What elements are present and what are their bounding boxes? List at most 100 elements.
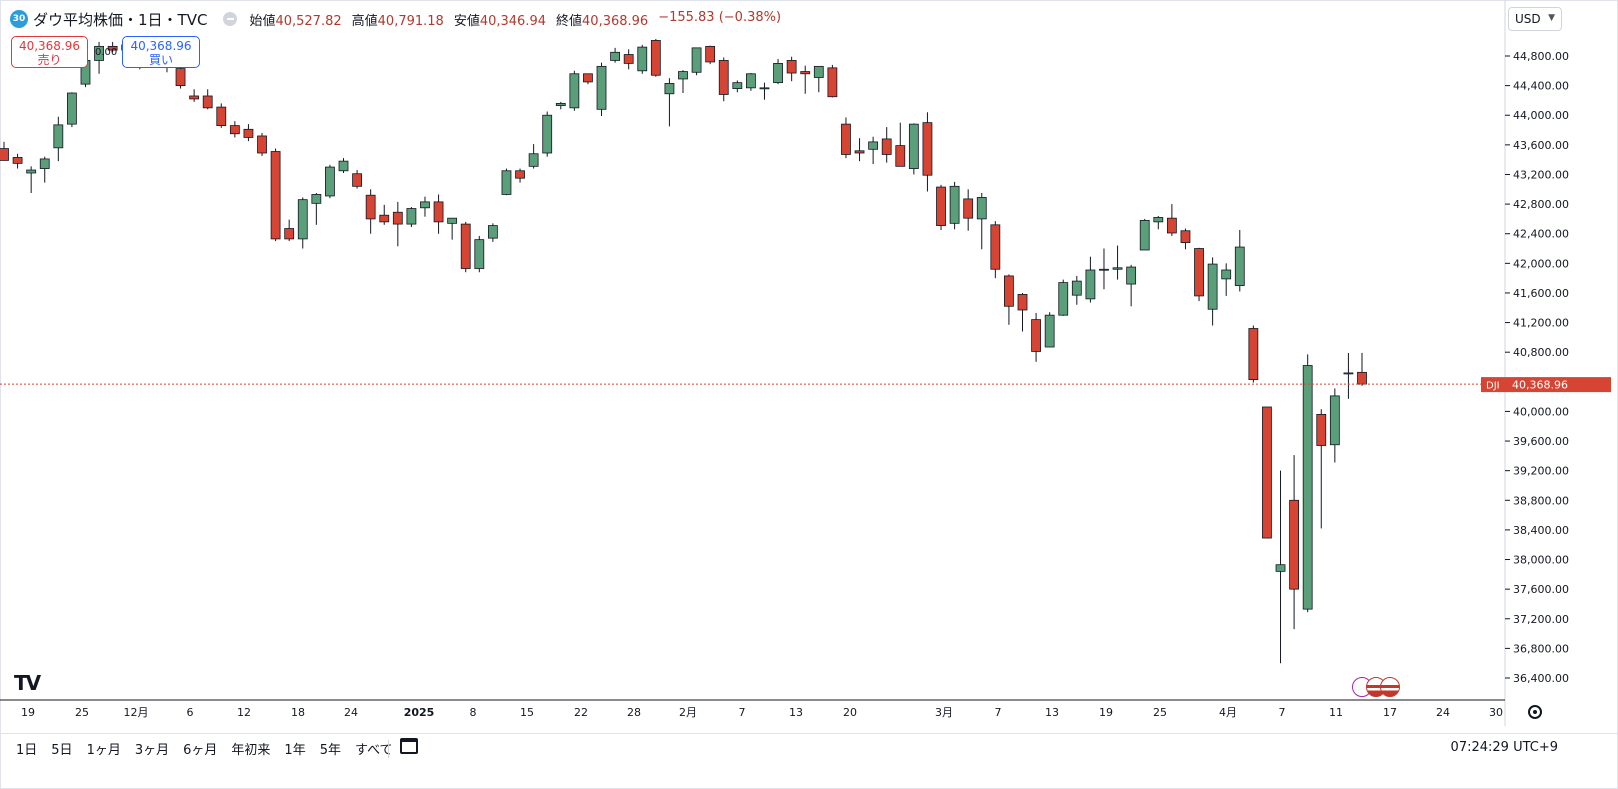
- candle[interactable]: [922, 112, 933, 192]
- candle[interactable]: [637, 44, 648, 74]
- candle[interactable]: [1194, 247, 1204, 302]
- candle[interactable]: [487, 223, 498, 242]
- candle[interactable]: [67, 92, 77, 128]
- range-button[interactable]: 1日: [16, 743, 38, 758]
- candle[interactable]: [990, 221, 1001, 279]
- candle[interactable]: [12, 153, 23, 169]
- candle[interactable]: [338, 158, 349, 173]
- candle[interactable]: [1234, 230, 1245, 292]
- candle[interactable]: [474, 235, 485, 273]
- candle[interactable]: [664, 78, 675, 127]
- clock[interactable]: 07:24:29 UTC+9: [1450, 740, 1558, 755]
- candle[interactable]: [1099, 248, 1109, 290]
- candle[interactable]: [800, 65, 811, 94]
- candle[interactable]: [311, 192, 322, 225]
- candle[interactable]: [732, 80, 743, 93]
- candle[interactable]: [1302, 354, 1313, 613]
- candle[interactable]: [202, 89, 213, 110]
- candle[interactable]: [447, 217, 458, 240]
- candle[interactable]: [841, 117, 851, 159]
- candle[interactable]: [107, 41, 118, 53]
- symbol-badge[interactable]: 30: [10, 10, 28, 28]
- candle[interactable]: [515, 168, 525, 183]
- symbol-title[interactable]: ダウ平均株価・1日・TVC: [33, 10, 208, 29]
- candle[interactable]: [786, 56, 797, 82]
- buy-button[interactable]: 40,368.96 買い: [122, 36, 200, 68]
- candle[interactable]: [270, 148, 281, 242]
- hide-icon[interactable]: [223, 12, 238, 26]
- candle[interactable]: [352, 170, 362, 189]
- candle[interactable]: [1166, 204, 1177, 236]
- candle[interactable]: [0, 141, 9, 161]
- candle[interactable]: [773, 58, 783, 85]
- x-axis[interactable]: 19 25 12月 6 12 18 24 2025 8 15 22 28 2月 7 13 20 3月 7 13 19 2…: [21, 706, 1503, 719]
- candle[interactable]: [406, 207, 417, 228]
- candle[interactable]: [1316, 409, 1327, 529]
- range-button[interactable]: 3ヶ月: [134, 743, 170, 758]
- candle[interactable]: [868, 136, 879, 165]
- candle[interactable]: [216, 103, 227, 128]
- candle[interactable]: [881, 127, 892, 163]
- settings-gear-icon[interactable]: [1528, 705, 1542, 719]
- candle[interactable]: [26, 166, 37, 193]
- candle[interactable]: [718, 57, 729, 102]
- candle[interactable]: [569, 70, 580, 111]
- candle[interactable]: [827, 64, 838, 98]
- candle[interactable]: [705, 45, 716, 65]
- candle[interactable]: [420, 196, 430, 217]
- candle[interactable]: [936, 184, 946, 231]
- us-flag-icon[interactable]: [1380, 677, 1400, 697]
- candle[interactable]: [895, 122, 906, 167]
- range-button[interactable]: 年初来: [231, 743, 271, 758]
- candle[interactable]: [379, 204, 390, 225]
- calendar-goto-icon[interactable]: [400, 738, 418, 754]
- candle[interactable]: [1071, 275, 1082, 305]
- candle[interactable]: [460, 221, 471, 273]
- candle[interactable]: [53, 116, 64, 162]
- candle[interactable]: [1153, 215, 1164, 230]
- candle[interactable]: [1262, 406, 1272, 539]
- y-axis[interactable]: 44,800.00 44,400.00 44,000.00 43,600.00 43,2…: [1505, 50, 1569, 685]
- candle[interactable]: [759, 82, 770, 100]
- candle[interactable]: [623, 49, 634, 70]
- candle[interactable]: [325, 164, 335, 199]
- candle[interactable]: [813, 65, 824, 93]
- currency-select[interactable]: USD ▼: [1508, 7, 1562, 31]
- candle[interactable]: [1248, 325, 1259, 383]
- candle[interactable]: [908, 123, 919, 175]
- candle[interactable]: [555, 101, 566, 110]
- candle[interactable]: [963, 189, 974, 231]
- candle[interactable]: [1207, 257, 1218, 326]
- candle[interactable]: [1329, 388, 1340, 463]
- candle[interactable]: [949, 181, 960, 230]
- candle[interactable]: [610, 47, 620, 63]
- candle[interactable]: [1085, 256, 1096, 303]
- candle[interactable]: [189, 89, 200, 102]
- candle[interactable]: [854, 138, 865, 162]
- sell-button[interactable]: 40,368.96 売り: [11, 36, 88, 68]
- candle[interactable]: [678, 70, 688, 94]
- candle[interactable]: [39, 156, 50, 183]
- candle[interactable]: [1031, 312, 1041, 362]
- range-button[interactable]: 5日: [51, 743, 73, 758]
- tradingview-logo-icon[interactable]: TV: [14, 671, 41, 695]
- candle[interactable]: [365, 189, 376, 234]
- candle[interactable]: [1139, 218, 1150, 251]
- candle[interactable]: [501, 168, 512, 196]
- candle[interactable]: [1112, 245, 1123, 280]
- candle[interactable]: [392, 201, 403, 247]
- candle[interactable]: [1017, 292, 1028, 332]
- candle[interactable]: [542, 111, 553, 157]
- range-button[interactable]: 6ヶ月: [183, 743, 218, 758]
- candle[interactable]: [1004, 274, 1014, 325]
- candle[interactable]: [528, 144, 539, 169]
- candle[interactable]: [1221, 263, 1232, 296]
- candle[interactable]: [433, 194, 444, 234]
- candle[interactable]: [596, 62, 607, 116]
- candle[interactable]: [976, 192, 987, 250]
- candle[interactable]: [1058, 279, 1069, 316]
- range-button[interactable]: すべて: [354, 743, 393, 758]
- candle[interactable]: [1289, 455, 1299, 630]
- range-button[interactable]: 1ヶ月: [86, 743, 121, 758]
